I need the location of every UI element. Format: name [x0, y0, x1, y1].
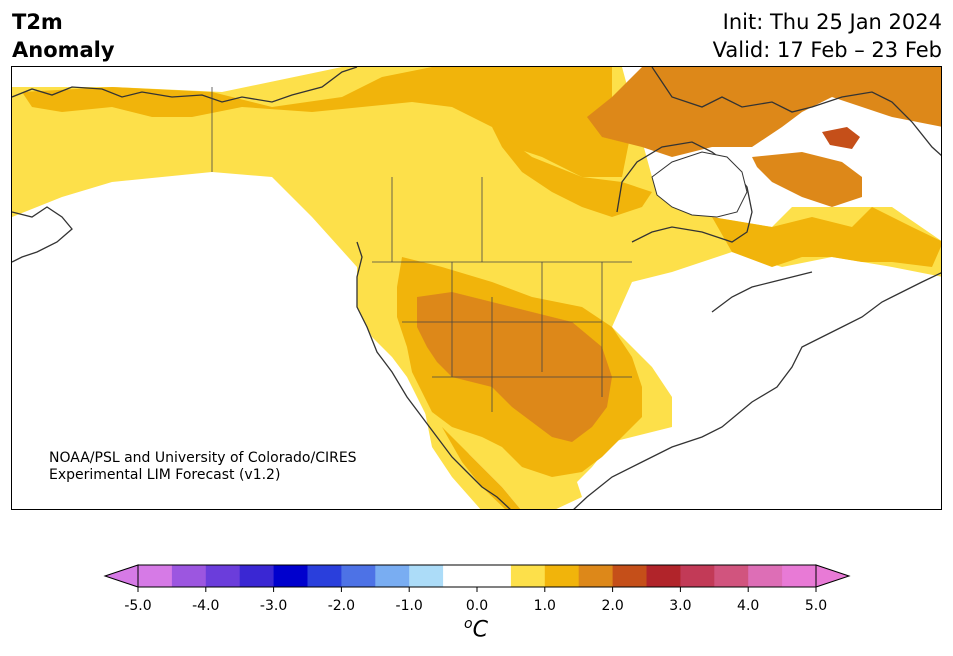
variable-label: T2m: [12, 10, 63, 34]
colorbar-tick-label: -2.0: [327, 598, 356, 614]
colorbar-bin: [612, 565, 647, 587]
credit-line-2: Experimental LIM Forecast (v1.2): [49, 467, 281, 483]
colorbar-bin: [477, 565, 512, 587]
colorbar-bin: [205, 565, 241, 587]
forecast-dates: Init: Thu 25 Jan 2024 Valid: 17 Feb – 23…: [713, 8, 942, 64]
hudson-bay: [651, 151, 748, 218]
credit-line-1: NOAA/PSL and University of Colorado/CIRE…: [49, 450, 357, 466]
colorbar-tick-label: 3.0: [669, 598, 692, 614]
init-date: Init: Thu 25 Jan 2024: [722, 10, 942, 34]
map-canvas: [12, 67, 941, 509]
colorbar-bin: [714, 565, 749, 587]
map-title: T2m Anomaly: [12, 8, 115, 64]
colorbar-bin: [341, 565, 376, 587]
colorbar-bin: [646, 565, 681, 587]
borders: [211, 87, 632, 412]
colorbar-bin: [510, 565, 546, 587]
colorbar-bin: [307, 565, 342, 587]
anomaly-warmer: [417, 67, 941, 442]
colorbar-bin: [578, 565, 614, 587]
colorbar-tick-label: 1.0: [533, 598, 556, 614]
colorbar-tick-label: 4.0: [737, 598, 760, 614]
anomaly-hot: [822, 127, 860, 149]
colorbar-tick-label: -4.0: [192, 598, 220, 614]
colorbar-bin: [171, 565, 207, 587]
colorbar-bin: [544, 565, 580, 587]
valid-dates: Valid: 17 Feb – 23 Feb: [712, 38, 942, 62]
colorbar-bin: [782, 565, 817, 587]
colorbar-tick-label: 2.0: [601, 598, 624, 614]
colorbar-bin: [409, 565, 444, 587]
colorbar-over-arrow: [815, 564, 851, 588]
colorbar-tick-label: -5.0: [124, 598, 152, 614]
colorbar-bin: [443, 565, 478, 587]
colorbar-bin: [273, 565, 308, 587]
colorbar-bin: [239, 565, 275, 587]
colorbar-under-arrow: [103, 564, 139, 588]
anomaly-label: Anomaly: [12, 38, 115, 62]
anomaly-map: NOAA/PSL and University of Colorado/CIRE…: [11, 66, 942, 510]
colorbar-bin: [748, 565, 783, 587]
coastlines: [12, 67, 941, 509]
colorbar-bin: [680, 565, 715, 587]
colorbar-bin: [375, 565, 410, 587]
colorbar-tick-label: 0.0: [465, 598, 489, 614]
credit-text: NOAA/PSL and University of Colorado/CIRE…: [49, 450, 357, 484]
colorbar-tick-label: 5.0: [804, 598, 828, 614]
colorbar-tick-label: -1.0: [395, 598, 423, 614]
colorbar-bins: [138, 565, 817, 587]
colorbar-tick-label: -3.0: [259, 598, 288, 614]
colorbar-bin: [138, 565, 173, 587]
colorbar-ticks: [137, 587, 817, 592]
colorbar-unit: oC: [464, 616, 488, 643]
